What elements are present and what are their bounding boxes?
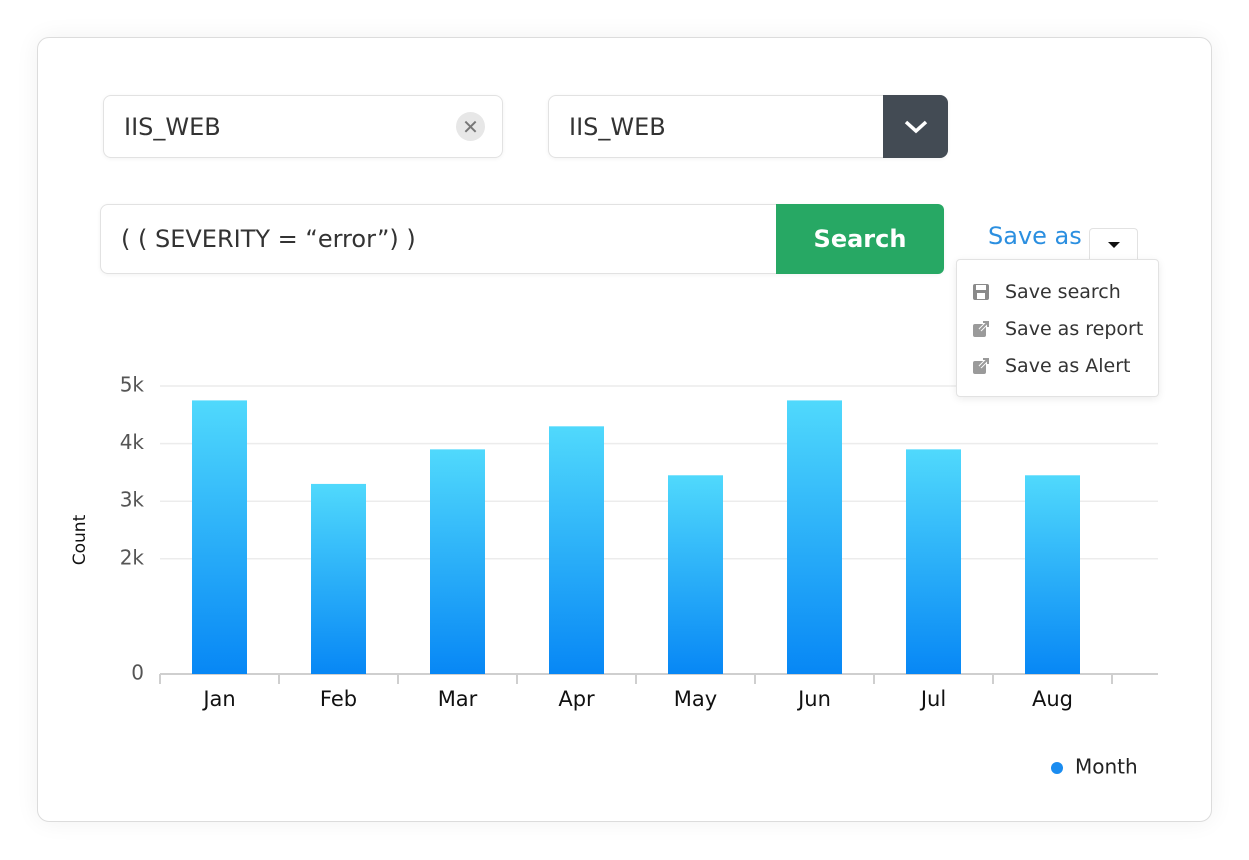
bar [1025, 475, 1080, 674]
save-as-toggle[interactable] [1089, 228, 1138, 260]
y-tick-label: 4k [120, 430, 145, 454]
select-value: IIS_WEB [569, 112, 666, 141]
y-tick-label: 3k [120, 488, 145, 512]
x-tick-label: Jul [919, 687, 946, 711]
legend-marker [1051, 762, 1063, 774]
search-button[interactable]: Search [776, 204, 944, 274]
bar [430, 449, 485, 674]
x-tick-label: Aug [1032, 687, 1073, 711]
chevron-icon [904, 120, 927, 133]
menu-label: Save search [1005, 281, 1121, 303]
clear-button[interactable]: ✕ [456, 112, 485, 141]
menu-item[interactable]: Save as Alert [971, 351, 1131, 381]
menu-label: Save as report [1005, 318, 1144, 340]
x-tick-label: Apr [558, 687, 595, 711]
source-select[interactable]: IIS_WEB [548, 95, 948, 158]
query-text: ( ( SEVERITY = “error”) ) [121, 225, 416, 253]
x-tick-label: Jan [201, 687, 235, 711]
y-tick-label: 5k [120, 373, 145, 397]
save-icon [973, 284, 989, 300]
menu-item[interactable]: Save search [971, 277, 1121, 307]
source-value: IIS_WEB [124, 112, 221, 141]
y-axis-label: Count [70, 514, 90, 565]
bar [668, 475, 723, 674]
save-as-link[interactable]: Save as [988, 222, 1082, 250]
x-tick-label: May [674, 687, 717, 711]
bar [906, 449, 961, 674]
bar [192, 400, 247, 674]
bar [549, 426, 604, 674]
caret-icon [1107, 241, 1120, 248]
x-tick-label: Feb [320, 687, 357, 711]
x-tick-label: Jun [796, 687, 831, 711]
menu-item[interactable]: Save as report [971, 314, 1143, 344]
bar [787, 400, 842, 674]
source-input[interactable]: IIS_WEB ✕ [103, 95, 503, 158]
legend-label: Month [1075, 755, 1138, 779]
y-tick-label: 0 [131, 661, 144, 685]
export-icon [973, 320, 990, 337]
query-input[interactable]: ( ( SEVERITY = “error”) ) Search [100, 204, 944, 274]
x-tick-label: Mar [438, 687, 478, 711]
save-menu: Save search Save as report Save as Alert [956, 259, 1159, 397]
export-icon [973, 357, 990, 374]
y-tick-label: 2k [120, 545, 145, 569]
bar [311, 483, 366, 674]
select-toggle[interactable] [883, 95, 948, 158]
menu-label: Save as Alert [1005, 355, 1131, 377]
